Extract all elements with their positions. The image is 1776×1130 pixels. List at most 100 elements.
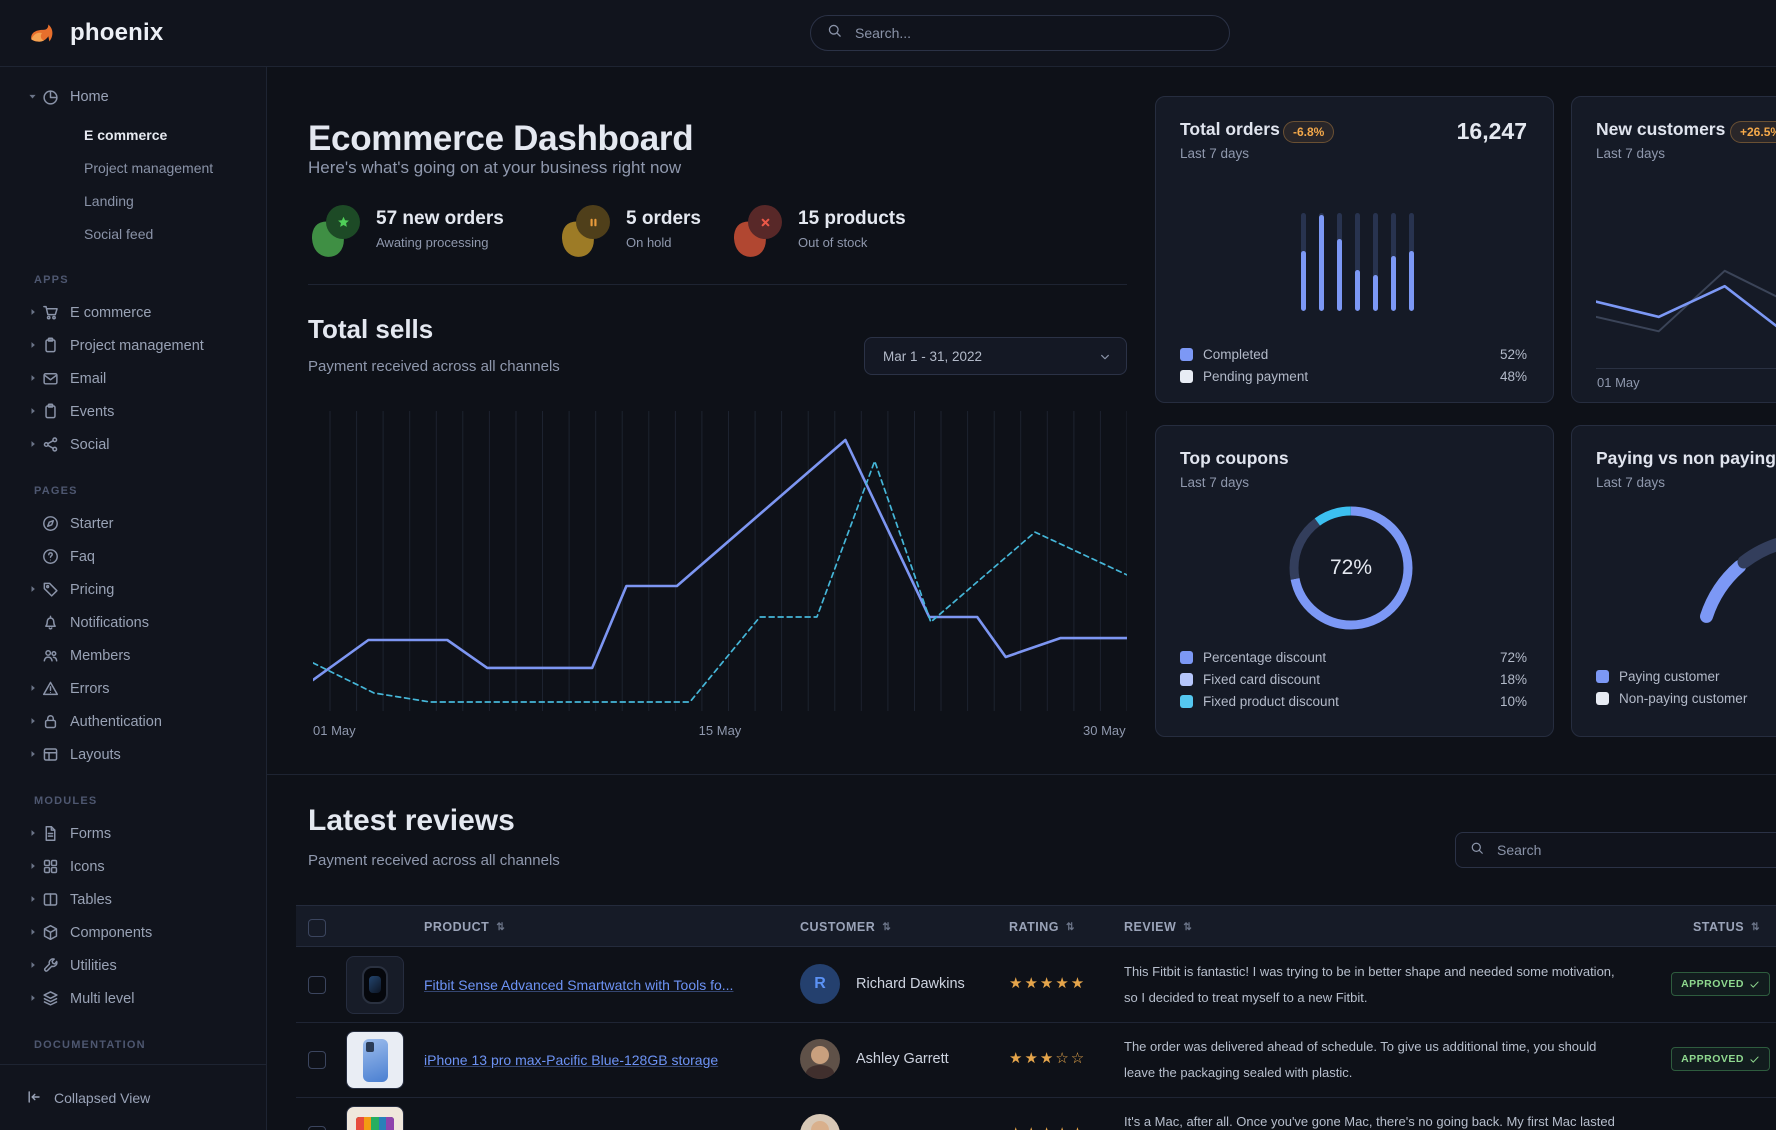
global-search-input[interactable]	[853, 24, 1213, 42]
legend-swatch-icon	[1180, 369, 1193, 383]
sidebar-item-label: Authentication	[70, 713, 162, 730]
sidebar-section-label: APPS	[34, 274, 69, 286]
sidebar-item-label: Tables	[70, 891, 112, 908]
sidebar-item-authentication[interactable]: Authentication	[0, 705, 266, 738]
search-icon	[1471, 842, 1483, 854]
top-coupons-card: Top coupons Last 7 days 72% Percentage d…	[1155, 425, 1554, 737]
sidebar-item-notifications[interactable]: Notifications	[0, 606, 266, 639]
sidebar-item-e-commerce[interactable]: E commerce	[0, 296, 266, 329]
sort-icon[interactable]: ⇅	[882, 921, 892, 933]
order-bar	[1301, 213, 1306, 311]
users-icon	[43, 649, 58, 662]
sidebar-item-faq[interactable]: Faq	[0, 540, 266, 573]
column-header-product[interactable]: PRODUCT ⇅	[424, 920, 506, 934]
column-header-review[interactable]: REVIEW ⇅	[1124, 920, 1193, 934]
stat-headline: 5 orders	[626, 208, 701, 229]
row-checkbox[interactable]	[308, 1051, 326, 1069]
product-thumbnail[interactable]	[346, 1106, 404, 1130]
sidebar-item-email[interactable]: Email	[0, 362, 266, 395]
layout-icon	[43, 748, 58, 761]
sidebar-item-social[interactable]: Social	[0, 428, 266, 461]
check-icon	[1750, 1056, 1759, 1063]
cross-icon	[728, 205, 782, 262]
product-thumbnail[interactable]	[346, 1031, 404, 1089]
sidebar-item-errors[interactable]: Errors	[0, 672, 266, 705]
sidebar-item-components[interactable]: Components	[0, 916, 266, 949]
card-title: Paying vs non paying	[1596, 448, 1776, 468]
sort-icon[interactable]: ⇅	[1751, 921, 1760, 933]
sidebar-item-members[interactable]: Members	[0, 639, 266, 672]
sidebar-item-icons[interactable]: Icons	[0, 850, 266, 883]
sidebar-item-label: Faq	[70, 548, 95, 565]
total-sells-subtitle: Payment received across all channels	[308, 358, 560, 375]
select-all-checkbox[interactable]	[308, 919, 326, 937]
stat-caption: On hold	[626, 235, 672, 250]
file-icon	[45, 825, 56, 842]
global-search[interactable]	[810, 15, 1230, 51]
sidebar-item-starter[interactable]: Starter	[0, 507, 266, 540]
sidebar-item-multi-level[interactable]: Multi level	[0, 982, 266, 1015]
sidebar-subitem-landing[interactable]: Landing	[84, 192, 134, 209]
legend-label: Paying customer	[1619, 668, 1720, 684]
column-header-rating[interactable]: RATING ⇅	[1009, 920, 1075, 934]
row-checkbox[interactable]	[308, 976, 326, 994]
sidebar-subitem-social-feed[interactable]: Social feed	[84, 225, 154, 242]
cart-icon	[43, 305, 58, 320]
sidebar-item-label: Starter	[70, 515, 114, 532]
sidebar-subitem-e-commerce[interactable]: E commerce	[84, 126, 168, 143]
sidebar-item-project-management[interactable]: Project management	[0, 329, 266, 362]
date-range-value: Mar 1 - 31, 2022	[883, 348, 983, 364]
collapsed-view-toggle[interactable]: Collapsed View	[26, 1083, 150, 1113]
legend-label: Non-paying customer	[1619, 690, 1748, 706]
legend-value: 52%	[1499, 346, 1527, 362]
sidebar-item-utilities[interactable]: Utilities	[0, 949, 266, 982]
clipboard-icon	[45, 337, 56, 353]
status-badge: APPROVED	[1671, 1047, 1770, 1071]
date-range-select[interactable]: Mar 1 - 31, 2022	[864, 337, 1127, 375]
sidebar-item-home[interactable]: Home	[0, 82, 266, 112]
product-thumbnail[interactable]	[346, 956, 404, 1014]
legend-label: Percentage discount	[1203, 649, 1327, 665]
sidebar-item-forms[interactable]: Forms	[0, 817, 266, 850]
sidebar-item-pricing[interactable]: Pricing	[0, 573, 266, 606]
card-title: Total orders	[1180, 119, 1280, 139]
x-axis-label: 01 May	[1597, 375, 1640, 390]
paying-vs-non-paying-card: Paying vs non paying Last 7 days Paying …	[1571, 425, 1776, 737]
reviews-search[interactable]	[1455, 832, 1776, 868]
review-text: It's a Mac, after all. Once you've gone …	[1124, 1114, 1615, 1129]
rating-stars-icon: ★★★★★	[1009, 1124, 1086, 1130]
sort-icon[interactable]: ⇅	[1183, 921, 1193, 933]
sidebar-item-label: Members	[70, 647, 131, 664]
sidebar-item-label: Errors	[70, 680, 110, 697]
x-axis-label: 15 May	[698, 723, 742, 738]
caret-right-icon	[31, 962, 35, 968]
card-period: Last 7 days	[1596, 146, 1666, 161]
legend-label: Fixed product discount	[1203, 693, 1339, 709]
brand-logo[interactable]: phoenix	[26, 0, 163, 66]
sidebar-subitem-project-management[interactable]: Project management	[84, 159, 214, 176]
sidebar-item-events[interactable]: Events	[0, 395, 266, 428]
order-bar	[1409, 213, 1414, 311]
collapsed-view-label: Collapsed View	[54, 1090, 151, 1106]
customer-name: Richard Dawkins	[856, 976, 965, 992]
sidebar-item-tables[interactable]: Tables	[0, 883, 266, 916]
cube-icon	[43, 924, 58, 941]
sort-icon[interactable]: ⇅	[496, 921, 506, 933]
order-bar	[1337, 213, 1342, 311]
caret-right-icon	[31, 309, 35, 315]
product-link[interactable]: iPhone 13 pro max-Pacific Blue-128GB sto…	[424, 1052, 719, 1068]
reviews-search-input[interactable]	[1495, 841, 1776, 859]
sidebar-item-layouts[interactable]: Layouts	[0, 738, 266, 771]
column-header-status[interactable]: STATUS ⇅	[1692, 920, 1760, 934]
column-header-customer[interactable]: CUSTOMER ⇅	[800, 920, 892, 934]
product-link[interactable]: Fitbit Sense Advanced Smartwatch with To…	[424, 977, 734, 993]
caret-right-icon	[31, 342, 35, 348]
sort-icon[interactable]: ⇅	[1066, 921, 1075, 933]
legend-label: Completed	[1203, 346, 1269, 362]
total-orders-value: 16,247	[1456, 118, 1527, 144]
donut-center-value: 72%	[1329, 556, 1373, 579]
row-checkbox[interactable]	[308, 1126, 326, 1130]
reviews-table-header: PRODUCT ⇅ CUSTOMER ⇅ RATING ⇅ REVIEW ⇅ STATUS ⇅	[296, 905, 1776, 947]
stat-success: 57 new orders Awating processing	[306, 205, 504, 262]
pause-icon	[590, 218, 596, 226]
